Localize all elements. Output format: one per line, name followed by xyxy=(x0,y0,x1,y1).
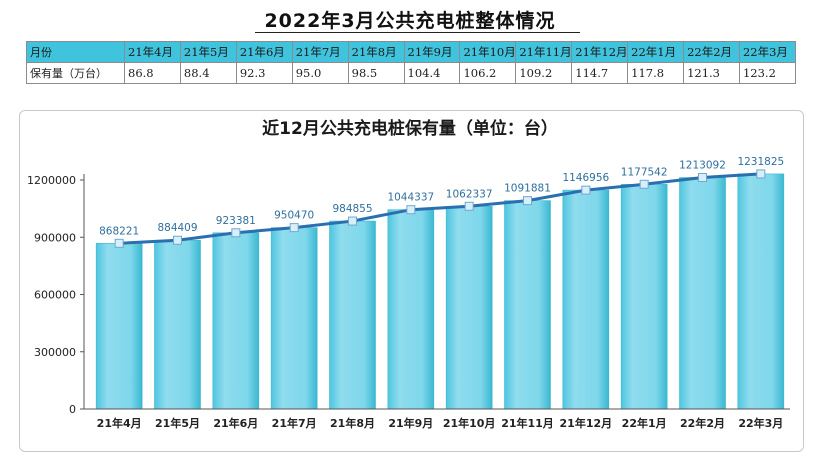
x-tick-label: 21年8月 xyxy=(330,416,375,430)
table-month-cell: 22年1月 xyxy=(627,41,685,63)
bar xyxy=(737,173,785,410)
y-tick-label: 600000 xyxy=(34,289,76,302)
data-label: 884409 xyxy=(157,222,197,234)
x-axis: 21年4月 21年5月 21年6月 21年7月 21年8月 21年9月 21年10月 21年1… xyxy=(84,408,790,430)
title-underline xyxy=(255,32,580,33)
trend-marker xyxy=(289,223,299,233)
table-value-cell: 106.2 xyxy=(459,62,517,84)
x-tick-label: 21年9月 xyxy=(388,416,433,430)
bar xyxy=(329,220,376,410)
stock-chart: 近12月公共充电桩保有量（单位：台） 0 300000 600000 900000 12… xyxy=(27,118,790,430)
x-tick-label: 21年10月 xyxy=(443,416,496,430)
bar xyxy=(620,183,668,410)
table-value-cell: 92.3 xyxy=(235,62,293,84)
y-axis: 0 300000 600000 900000 1200000 xyxy=(27,174,85,416)
trend-marker xyxy=(523,196,532,206)
summary-table: 月份 21年4月 21年5月 21年6月 21年7月 21年8月 21年9月 21年10月 2… xyxy=(26,41,797,84)
trend-marker xyxy=(756,169,766,179)
y-tick-label: 900000 xyxy=(34,231,76,244)
bar xyxy=(679,177,726,410)
table-value-cell: 117.8 xyxy=(627,62,685,84)
x-tick-label: 21年11月 xyxy=(501,416,554,430)
bar-series xyxy=(95,173,785,410)
table-month-cell: 21年10月 xyxy=(459,41,517,63)
x-tick-label: 22年2月 xyxy=(680,416,725,430)
table-value-cell: 121.3 xyxy=(683,62,740,84)
table-row-label: 保有量（万台） xyxy=(26,62,125,84)
table-value-cell: 95.0 xyxy=(291,62,349,84)
table-value-cell: 98.5 xyxy=(347,62,405,84)
bar xyxy=(154,239,201,410)
y-tick-label: 0 xyxy=(69,403,76,416)
trend-line-layer xyxy=(114,169,766,248)
table-data-row: 保有量（万台） 86.8 88.4 92.3 95.0 98.5 104.4 106.2 10… xyxy=(26,62,797,84)
table-value-cell: 104.4 xyxy=(403,62,461,84)
x-tick-label: 21年7月 xyxy=(272,416,317,430)
data-label-layer: 868221 884409 923381 950470 984855 1044337 106… xyxy=(99,156,784,237)
table-month-cell: 21年6月 xyxy=(235,41,293,63)
data-label: 1062337 xyxy=(446,188,493,200)
trend-marker xyxy=(698,173,707,183)
x-tick-label: 21年6月 xyxy=(213,416,258,430)
table-month-cell: 21年7月 xyxy=(291,41,349,63)
table-month-cell: 22年2月 xyxy=(683,41,740,63)
x-tick-label: 22年3月 xyxy=(738,416,783,430)
trend-marker xyxy=(581,185,591,195)
data-label: 1231825 xyxy=(737,156,784,168)
bar xyxy=(445,205,493,410)
trend-marker xyxy=(114,238,124,248)
table-header-row: 月份 21年4月 21年5月 21年6月 21年7月 21年8月 21年9月 21年10月 2… xyxy=(26,41,797,63)
table-month-cell: 21年12月 xyxy=(571,41,629,63)
data-label: 1213092 xyxy=(679,160,726,172)
bar xyxy=(270,227,318,410)
table-value-cell: 114.7 xyxy=(571,62,629,84)
table-month-cell: 21年11月 xyxy=(515,41,573,63)
data-label: 1146956 xyxy=(562,172,609,184)
bar xyxy=(212,232,260,410)
table-value-cell: 109.2 xyxy=(515,62,573,84)
trend-marker xyxy=(464,201,474,211)
trend-marker xyxy=(173,235,182,245)
table-month-cell: 22年3月 xyxy=(738,41,797,63)
bar xyxy=(562,189,610,410)
table-month-cell: 21年4月 xyxy=(124,41,181,63)
table-month-cell: 21年5月 xyxy=(179,41,237,63)
trend-line xyxy=(119,172,761,245)
table-value-cell: 123.2 xyxy=(738,62,797,84)
data-label: 1044337 xyxy=(387,192,434,204)
table-value-cell: 88.4 xyxy=(179,62,237,84)
table-header-label: 月份 xyxy=(26,41,125,63)
table-value-cell: 86.8 xyxy=(124,62,181,84)
chart-title: 近12月公共充电桩保有量（单位：台） xyxy=(262,118,558,139)
trend-marker xyxy=(231,228,241,238)
bar xyxy=(95,243,143,410)
y-tick-label: 1200000 xyxy=(27,174,76,187)
x-tick-label: 21年4月 xyxy=(97,416,142,430)
table-month-cell: 21年9月 xyxy=(403,41,461,63)
data-label: 984855 xyxy=(332,203,372,215)
x-tick-label: 21年12月 xyxy=(560,416,613,430)
data-label: 868221 xyxy=(99,225,139,237)
data-label: 950470 xyxy=(274,210,314,222)
page-title: 2022年3月公共充电桩整体情况 xyxy=(264,10,556,32)
x-tick-label: 22年1月 xyxy=(622,416,667,430)
y-tick-label: 300000 xyxy=(34,346,76,359)
trend-marker xyxy=(406,205,416,215)
data-label: 1177542 xyxy=(621,166,668,178)
trend-marker xyxy=(639,179,649,189)
table-month-cell: 21年8月 xyxy=(347,41,405,63)
data-label: 1091881 xyxy=(504,183,551,195)
bar xyxy=(387,209,435,410)
data-label: 923381 xyxy=(216,215,256,227)
bar xyxy=(504,200,551,410)
trend-marker xyxy=(348,216,357,226)
x-tick-label: 21年5月 xyxy=(155,416,200,430)
